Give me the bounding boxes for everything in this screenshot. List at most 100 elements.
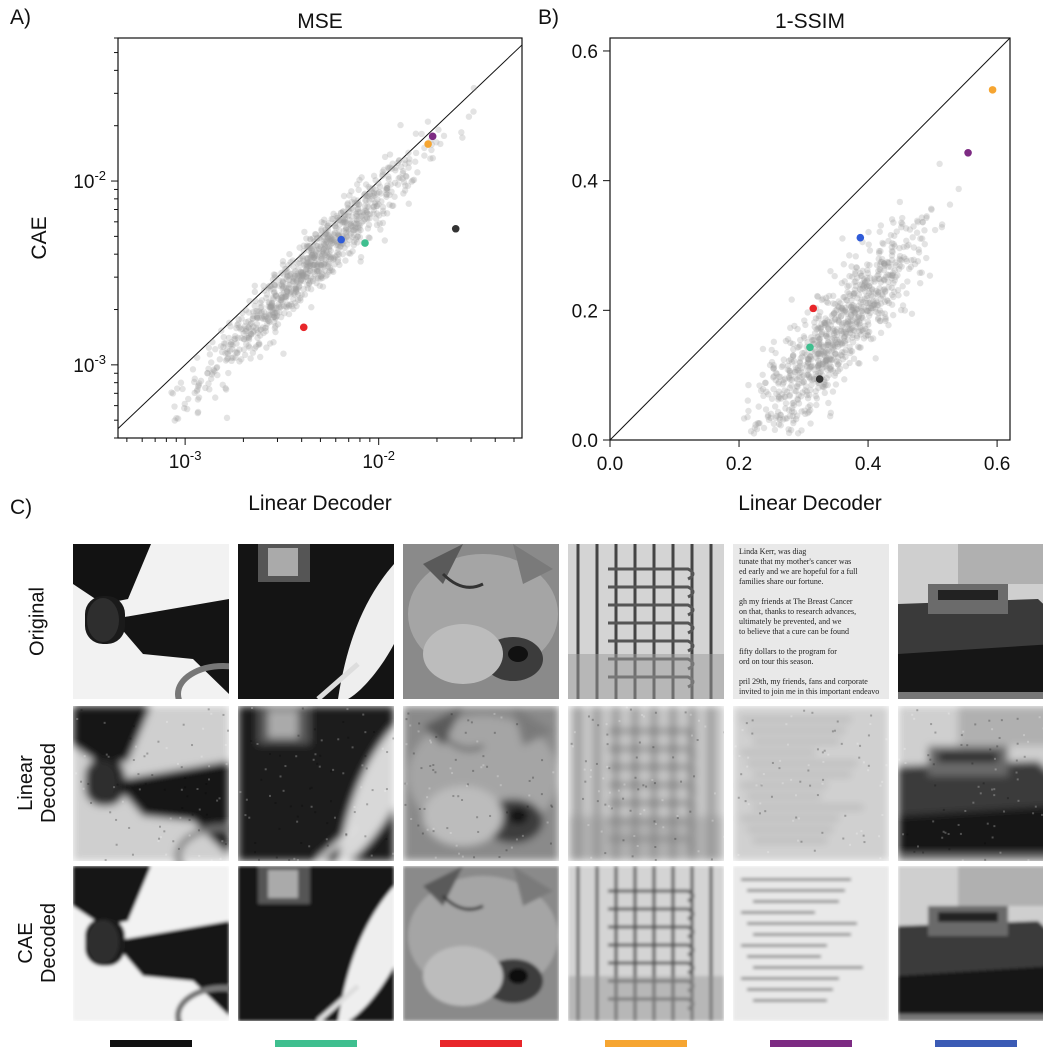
background-point: [394, 181, 402, 188]
background-point: [242, 318, 250, 326]
background-point: [271, 288, 278, 296]
background-point: [208, 359, 215, 366]
background-point: [812, 315, 820, 322]
background-point: [311, 261, 318, 268]
background-point: [261, 324, 269, 332]
background-point: [275, 276, 282, 284]
background-point: [433, 139, 440, 146]
background-point: [828, 318, 836, 325]
background-point: [891, 232, 898, 239]
background-point: [824, 317, 831, 324]
background-point: [305, 259, 313, 267]
background-point: [782, 400, 790, 407]
background-point: [205, 380, 212, 387]
background-point: [775, 396, 782, 403]
background-point: [875, 247, 883, 255]
background-point: [341, 219, 349, 226]
background-point: [311, 253, 319, 260]
background-point: [824, 334, 831, 341]
background-point: [825, 338, 832, 346]
background-point: [284, 272, 291, 280]
background-point: [240, 335, 248, 343]
background-point: [823, 350, 831, 357]
background-point: [791, 387, 798, 394]
background-point: [290, 305, 297, 313]
background-point: [811, 319, 818, 326]
background-point: [779, 381, 786, 388]
background-point: [866, 328, 873, 335]
background-point: [352, 224, 359, 231]
background-point: [168, 389, 175, 396]
background-point: [816, 344, 823, 351]
background-point: [770, 365, 777, 372]
background-point: [792, 368, 799, 376]
background-point: [772, 349, 779, 357]
background-point: [767, 414, 774, 422]
background-point: [827, 409, 835, 417]
background-point: [759, 345, 767, 353]
background-point: [329, 239, 336, 246]
background-point: [365, 211, 372, 218]
background-point: [815, 325, 822, 332]
background-point: [806, 391, 813, 399]
background-point: [250, 323, 257, 330]
background-point: [266, 340, 274, 347]
background-point: [322, 230, 329, 238]
background-point: [306, 245, 314, 252]
background-point: [815, 350, 822, 358]
background-point: [314, 267, 321, 275]
background-point: [840, 261, 848, 268]
background-point: [275, 282, 283, 289]
background-point: [272, 314, 279, 321]
background-point: [919, 219, 927, 226]
background-point: [255, 314, 263, 321]
background-point: [814, 293, 822, 300]
background-point: [352, 236, 360, 243]
background-point: [250, 327, 257, 335]
background-point: [253, 326, 261, 334]
background-point: [789, 352, 797, 359]
background-point: [901, 307, 909, 314]
background-point: [294, 270, 301, 277]
background-point: [334, 214, 341, 222]
background-point: [867, 279, 874, 287]
background-point: [296, 279, 303, 286]
background-point: [297, 294, 304, 302]
background-point: [226, 347, 234, 354]
background-point: [842, 308, 850, 316]
svg-text:fifty dollars to the program f: fifty dollars to the program for: [739, 647, 837, 656]
background-point: [254, 314, 261, 321]
background-point: [844, 315, 852, 323]
background-point: [313, 235, 321, 242]
background-point: [248, 331, 255, 338]
background-point: [890, 279, 897, 287]
background-point: [795, 391, 802, 399]
background-point: [870, 298, 877, 305]
background-point: [787, 324, 794, 332]
background-point: [789, 340, 797, 348]
background-point: [827, 365, 834, 373]
background-point: [858, 296, 865, 304]
background-point: [238, 356, 245, 363]
background-point: [383, 193, 390, 200]
background-point: [391, 179, 399, 187]
background-point: [830, 327, 837, 334]
background-point: [861, 279, 869, 287]
background-point: [785, 373, 793, 380]
background-point: [271, 282, 279, 289]
background-point: [236, 324, 243, 331]
background-point: [846, 359, 853, 367]
background-point: [910, 256, 917, 264]
background-point: [888, 243, 895, 251]
background-point: [247, 320, 254, 328]
background-point: [193, 354, 201, 361]
background-point: [785, 429, 793, 437]
background-point: [829, 341, 836, 349]
background-point: [844, 318, 852, 325]
background-point: [348, 222, 355, 229]
background-point: [183, 405, 191, 413]
background-point: [783, 415, 791, 422]
background-point: [210, 366, 217, 373]
background-point: [289, 278, 296, 285]
background-point: [253, 320, 261, 328]
